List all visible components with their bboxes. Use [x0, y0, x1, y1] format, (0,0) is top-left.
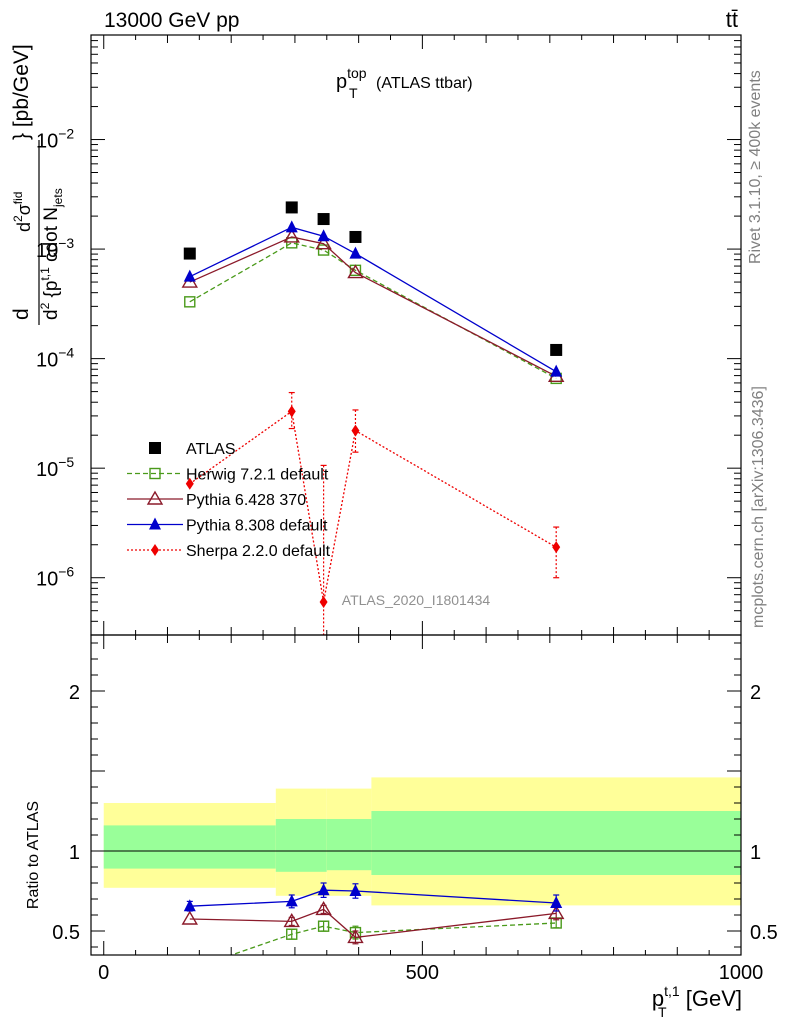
ratio-pythia-8-308-default-point-4: [550, 896, 563, 908]
rivet-version-label: Rivet 3.1.10, ≥ 400k events: [747, 70, 764, 264]
legend-pythia-6-428-370-marker: [146, 490, 164, 505]
ratio-panel: 0.5 0.5 1 1 2 2 0 500 1000 Ratio to ATLAS pt,1 […: [25, 634, 778, 1020]
ratio-pythia-8-308-default-point-2: [317, 883, 330, 896]
ratio-pythia-8-308-default-point-3: [349, 884, 362, 896]
ratio-inner-band-1: [275, 819, 327, 872]
chart-title-subscript: T: [349, 85, 358, 101]
main-pythia-6-428-370-line: [189, 236, 557, 377]
ratio-pythia-6-428-370-point-0: [181, 910, 198, 925]
x-axis-label-subscript: T: [658, 1004, 667, 1020]
legend-atlas-label: ATLAS: [186, 441, 236, 458]
x-axis-label: pt,1 [GeV]: [652, 983, 742, 1011]
ratio-pythia-6-428-370-point-1: [283, 913, 300, 928]
y-label-denominator: d2 {pt,1 cdot Njets: [38, 188, 65, 320]
ratio-pythia-8-308-default-point-0: [183, 899, 196, 912]
main-pythia-8-308-default-point-4: [550, 364, 563, 377]
ratio-pythia-6-428-370-line: [189, 908, 557, 939]
main-pythia-8-308-default-point-3: [349, 246, 362, 259]
main-ytick-label-2: 10−4: [36, 345, 74, 372]
ratio-ytick-label-right-2: 2: [750, 682, 761, 704]
ratio-tick-labels: 0.5 0.5 1 1 2 2 0 500 1000: [52, 682, 778, 984]
main-herwig-7-2-1-default-point-2: [317, 244, 330, 256]
main-atlas-point-3: [349, 230, 362, 243]
chart-title-suffix: (ATLAS ttbar): [376, 75, 473, 92]
ratio-ytick-label-left-0: 0.5: [52, 922, 80, 944]
main-pythia-6-428-370-point-1: [283, 228, 300, 243]
ratio-y-axis-label: Ratio to ATLAS: [25, 801, 42, 909]
main-pythia-8-308-default-point-0: [183, 269, 196, 282]
main-herwig-7-2-1-default-line: [189, 242, 557, 379]
xtick-label-0: 0: [98, 962, 109, 984]
ratio-frame: [90, 634, 742, 956]
main-ytick-label-0: 10−6: [36, 564, 74, 591]
y-label-d: d: [10, 308, 33, 320]
ratio-pythia-6-428-370-point-4: [547, 905, 565, 920]
main-sherpa-2-2-0-default-point-0: [185, 477, 194, 490]
main-pythia-8-308-default-point-2: [317, 229, 330, 242]
ratio-inner-band-0: [103, 825, 276, 869]
main-herwig-7-2-1-default-point-0: [184, 296, 196, 308]
main-atlas-point-0: [183, 247, 196, 260]
main-sherpa-2-2-0-default-point-3: [351, 424, 360, 437]
legend-sherpa-2-2-0-default-label: Sherpa 2.2.0 default: [186, 543, 331, 560]
main-sherpa-2-2-0-default-point-4: [552, 541, 561, 554]
ratio-uncertainty-bands: [103, 777, 741, 906]
main-atlas-point-4: [550, 343, 563, 356]
main-axis-ticks: [91, 34, 742, 636]
main-ytick-label-3: 10−3: [36, 235, 74, 262]
legend-sherpa-2-2-0-default-marker: [151, 544, 159, 556]
chart-title: ptop: [336, 65, 367, 93]
ratio-ytick-label-right-1: 1: [750, 842, 761, 864]
ratio-herwig-7-2-1-default-point-2: [317, 920, 330, 932]
main-panel: 10−6 10−5 10−4 10−3 10−2 ptop T (ATLAS ttbar…: [36, 34, 742, 636]
ratio-ytick-label-left-2: 2: [69, 682, 80, 704]
main-ytick-label-4: 10−2: [36, 126, 74, 153]
legend-herwig-7-2-1-default-marker: [149, 467, 161, 480]
main-sherpa-2-2-0-default-point-2: [319, 596, 328, 609]
mcplots-reference-label: mcplots.cern.ch [arXiv:1306.3436]: [750, 386, 767, 628]
main-ytick-label-1: 10−5: [36, 454, 74, 481]
energy-label: 13000 GeV pp: [104, 9, 239, 32]
legend-pythia-6-428-370-label: Pythia 6.428 370: [186, 492, 306, 509]
ratio-ytick-label-right-0: 0.5: [750, 922, 778, 944]
main-atlas-point-1: [285, 201, 298, 214]
main-y-axis-label: d d2σfid d2 {pt,1 cdot Njets } [pb/GeV]: [10, 44, 65, 325]
y-label-units: } [pb/GeV]: [10, 44, 33, 140]
xtick-label-2: 1000: [719, 962, 764, 984]
main-atlas-point-2: [317, 213, 330, 226]
main-pythia-8-308-default-line: [189, 226, 557, 373]
analysis-id: ATLAS_2020_I1801434: [342, 592, 491, 608]
ratio-pythia-8-308-default-point-1: [285, 894, 298, 907]
ratio-axis-ticks: [91, 635, 742, 955]
ratio-ytick-label-left-1: 1: [69, 842, 80, 864]
legend-pythia-8-308-default-marker: [149, 517, 161, 530]
main-sherpa-2-2-0-default-point-1: [287, 405, 296, 418]
y-label-numerator: d2σfid: [11, 192, 34, 233]
main-y-tick-labels: 10−6 10−5 10−4 10−3 10−2: [36, 126, 74, 591]
ratio-pythia-6-428-370-point-3: [347, 929, 364, 944]
legend-herwig-7-2-1-default-label: Herwig 7.2.1 default: [186, 467, 329, 484]
ratio-data-marks: [181, 882, 565, 955]
legend-atlas-marker: [149, 442, 161, 454]
main-herwig-7-2-1-default-point-1: [286, 237, 298, 249]
main-pythia-6-428-370-point-2: [315, 235, 332, 250]
ratio-inner-band-3: [371, 811, 741, 875]
ratio-herwig-7-2-1-default-point-1: [286, 928, 298, 940]
xtick-label-1: 500: [406, 962, 439, 984]
process-label: tt̄: [726, 7, 738, 32]
legend-pythia-8-308-default-label: Pythia 8.308 default: [186, 518, 328, 535]
main-pythia-6-428-370-point-3: [347, 264, 364, 279]
main-data-marks: [181, 201, 565, 635]
ratio-inner-band-2: [326, 819, 372, 871]
ratio-herwig-7-2-1-default-line: [229, 922, 557, 955]
legend: ATLAS Herwig 7.2.1 default Pythia 6.428 37…: [127, 441, 331, 560]
ratio-pythia-6-428-370-point-2: [315, 901, 332, 916]
main-pythia-8-308-default-point-1: [285, 220, 298, 233]
